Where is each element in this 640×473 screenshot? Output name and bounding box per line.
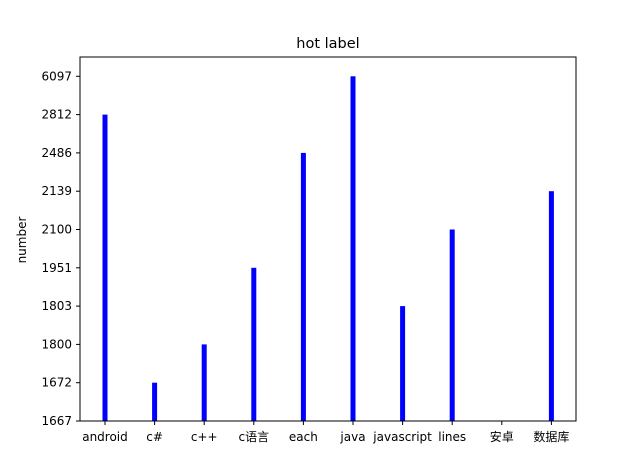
x-tick-label: lines <box>438 430 466 444</box>
x-tick-label: each <box>289 430 318 444</box>
x-tick-label: c++ <box>191 430 218 444</box>
plot-frame <box>79 56 577 422</box>
y-tick-label: 2812 <box>41 108 72 122</box>
y-tick-label: 1803 <box>41 299 72 313</box>
x-axis-ticks: android c# c++ c语言 each java javascript lines 安卓… <box>82 421 569 444</box>
x-tick-label: c语言 <box>238 430 269 444</box>
y-tick-label: 1800 <box>41 337 72 351</box>
y-tick-label: 2139 <box>41 184 72 198</box>
y-tick-label: 6097 <box>41 69 72 83</box>
y-axis-label: number <box>15 217 29 264</box>
bar-1 <box>152 382 158 421</box>
x-tick-label: android <box>82 430 128 444</box>
y-tick-label: 1672 <box>41 376 72 390</box>
x-tick-label: c# <box>146 430 163 444</box>
x-tick-label: 数据库 <box>533 429 569 444</box>
y-tick-label: 1667 <box>41 414 72 428</box>
y-tick-label: 1951 <box>41 261 72 275</box>
y-axis-ticks: 1667 1672 1800 1803 1951 2100 2139 2486 2812 6097 <box>41 69 80 428</box>
x-tick-label: 安卓 <box>490 429 514 444</box>
y-tick-label: 2100 <box>41 223 72 237</box>
bar-2 <box>201 344 207 421</box>
bar-5 <box>350 76 356 422</box>
bar-3 <box>251 267 257 421</box>
y-tick-label: 2486 <box>41 146 72 160</box>
bars-layer <box>102 76 554 422</box>
x-tick-label: java <box>339 430 365 444</box>
bar-7 <box>449 229 455 421</box>
bar-4 <box>300 152 306 421</box>
chart-title: hot label <box>296 36 359 52</box>
bar-9 <box>548 191 554 421</box>
x-tick-label: javascript <box>372 430 432 444</box>
bar-6 <box>400 306 406 421</box>
bar-0 <box>102 114 108 421</box>
